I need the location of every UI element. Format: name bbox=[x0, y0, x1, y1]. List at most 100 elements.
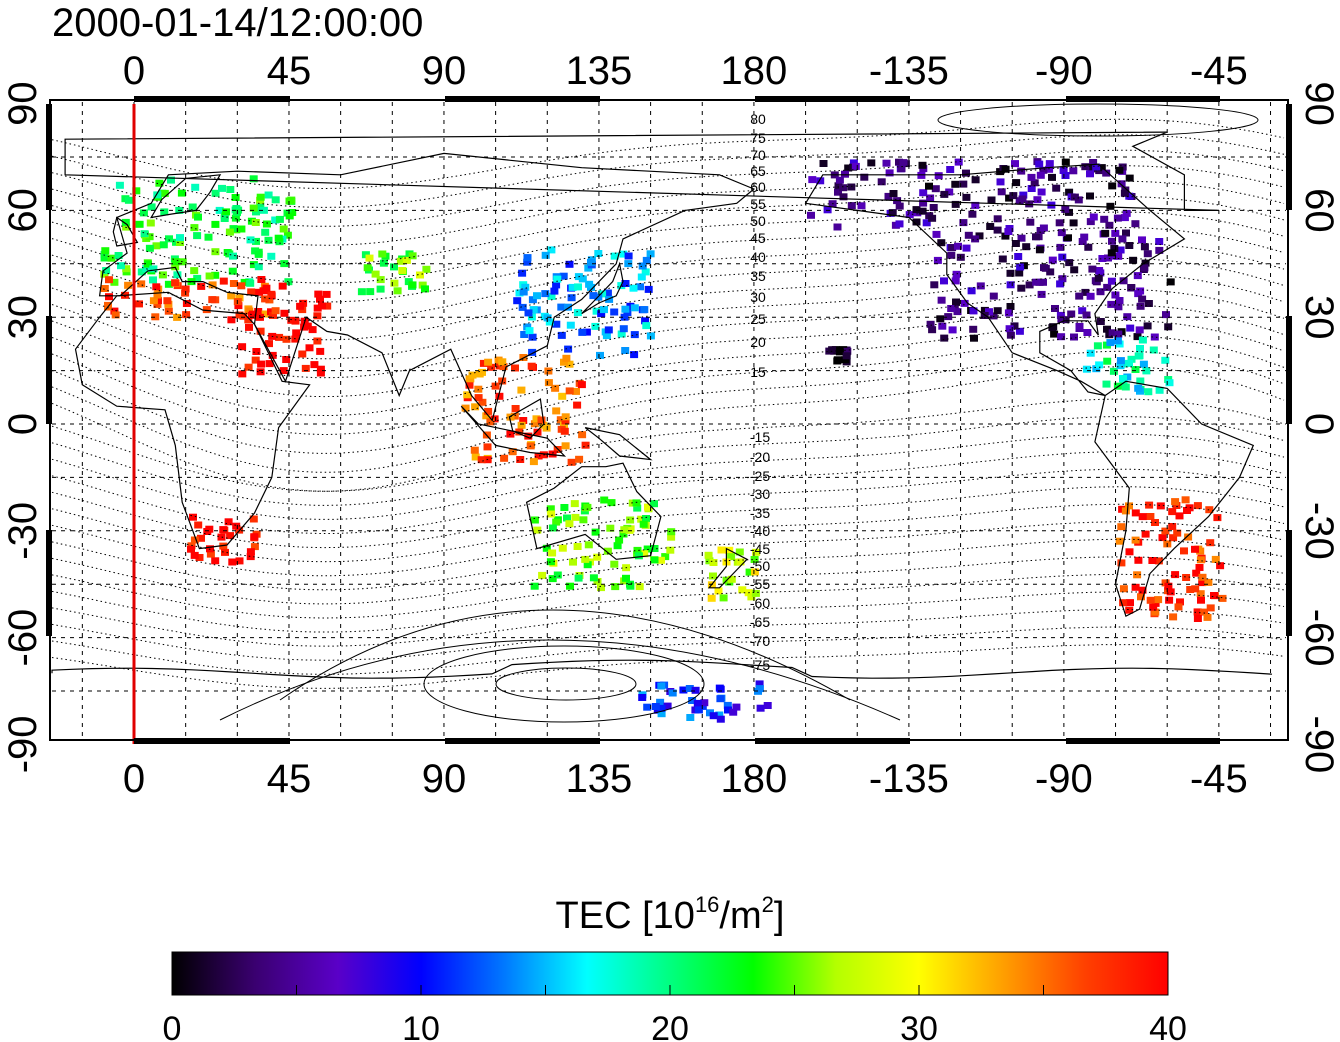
tec-cell bbox=[1027, 185, 1036, 192]
tec-cell bbox=[154, 297, 162, 305]
y-tick-label-right: -60 bbox=[1297, 609, 1340, 667]
tec-cell bbox=[292, 329, 301, 337]
tec-cell bbox=[305, 344, 314, 352]
x-tick-label-top: 90 bbox=[422, 49, 467, 93]
tec-cell bbox=[529, 306, 538, 314]
x-tick-label-bottom: -90 bbox=[1035, 757, 1093, 801]
tec-cell bbox=[1086, 192, 1094, 200]
tec-cell bbox=[142, 265, 151, 273]
tec-cell bbox=[895, 158, 903, 166]
tec-cell bbox=[842, 352, 851, 360]
tec-cell bbox=[1171, 498, 1180, 506]
tec-cell bbox=[1061, 205, 1070, 213]
tec-cell bbox=[724, 706, 732, 714]
tec-cell bbox=[211, 248, 220, 256]
tec-cell bbox=[819, 160, 828, 167]
tec-cell bbox=[899, 159, 908, 167]
tec-cell bbox=[517, 421, 526, 429]
tec-cell bbox=[905, 211, 914, 219]
tec-cell bbox=[149, 276, 157, 284]
tec-cell bbox=[1193, 608, 1202, 616]
tec-cell bbox=[1109, 367, 1118, 375]
tec-cell bbox=[738, 586, 747, 594]
tec-cell bbox=[723, 701, 732, 709]
tec-cell bbox=[709, 712, 718, 720]
tec-cell bbox=[971, 235, 980, 243]
tec-cell bbox=[484, 407, 493, 415]
tec-cell bbox=[271, 196, 280, 204]
tec-cell bbox=[1061, 316, 1070, 324]
tec-cell bbox=[967, 287, 976, 295]
tec-cell bbox=[975, 232, 984, 240]
tec-cell bbox=[1017, 284, 1026, 292]
tec-cell bbox=[621, 347, 630, 354]
tec-cell bbox=[1025, 200, 1034, 208]
tec-cell bbox=[171, 279, 180, 287]
tec-cell bbox=[1017, 167, 1026, 175]
tec-cell bbox=[1135, 352, 1144, 360]
tec-cell bbox=[993, 215, 1002, 223]
tec-cell bbox=[657, 682, 666, 690]
tec-cell bbox=[1131, 220, 1140, 228]
tec-cell bbox=[1011, 240, 1020, 247]
tec-cell bbox=[560, 427, 569, 435]
tec-cell bbox=[644, 285, 653, 293]
tec-cell bbox=[666, 546, 675, 554]
tec-cell bbox=[1004, 309, 1013, 317]
tec-cell bbox=[619, 250, 628, 258]
tec-cell bbox=[468, 371, 477, 379]
tec-cell bbox=[541, 251, 550, 259]
tec-cell bbox=[153, 191, 162, 199]
contour-label: -65 bbox=[750, 614, 770, 630]
contour-label: -45 bbox=[750, 541, 770, 557]
tec-cell bbox=[421, 285, 429, 293]
tec-cell bbox=[828, 346, 837, 354]
x-tick-label-top: -45 bbox=[1190, 49, 1248, 93]
tec-cell bbox=[637, 273, 646, 281]
tec-cell bbox=[603, 547, 612, 555]
tec-cell bbox=[970, 334, 978, 342]
tec-cell bbox=[269, 311, 277, 319]
tec-cell bbox=[1125, 174, 1134, 182]
tec-cell bbox=[1035, 160, 1044, 168]
tec-cell bbox=[560, 358, 568, 366]
tec-cell bbox=[256, 193, 265, 201]
tec-cell bbox=[1149, 346, 1158, 354]
tec-cell bbox=[265, 340, 273, 348]
contour-label: -60 bbox=[750, 595, 770, 611]
tec-cell bbox=[560, 421, 568, 429]
tec-cell bbox=[1125, 242, 1134, 249]
tec-cell bbox=[538, 571, 547, 579]
tec-cell bbox=[537, 416, 546, 424]
tec-cell bbox=[707, 594, 716, 602]
tec-cell bbox=[644, 503, 652, 511]
tec-cell bbox=[688, 697, 697, 704]
tec-cell bbox=[318, 302, 326, 310]
tec-cell bbox=[727, 553, 736, 561]
tec-cell bbox=[1089, 159, 1098, 166]
tec-cell bbox=[938, 322, 947, 330]
tec-cell bbox=[1134, 290, 1143, 298]
tec-cell bbox=[633, 504, 642, 512]
tec-cell bbox=[279, 225, 288, 233]
tec-cell bbox=[602, 332, 611, 340]
tec-cell bbox=[729, 708, 738, 716]
tec-cell bbox=[246, 548, 255, 556]
tec-cell bbox=[573, 309, 582, 317]
contour-label: -20 bbox=[750, 449, 770, 465]
x-tick-label-top: -135 bbox=[869, 49, 949, 93]
tec-cell bbox=[1176, 598, 1184, 606]
tec-cell bbox=[267, 290, 276, 298]
tec-cell bbox=[951, 277, 960, 285]
tec-cell bbox=[841, 356, 850, 364]
tec-cell bbox=[1206, 604, 1215, 612]
tec-cell bbox=[1121, 383, 1130, 391]
x-tick-label-top: 45 bbox=[267, 49, 312, 93]
tec-cell bbox=[164, 300, 173, 308]
tec-cell bbox=[592, 307, 601, 315]
tec-cell bbox=[1198, 573, 1207, 581]
tec-cell bbox=[283, 231, 292, 239]
tec-cell bbox=[947, 305, 956, 312]
tec-cell bbox=[518, 269, 527, 277]
tec-cell bbox=[574, 283, 582, 291]
